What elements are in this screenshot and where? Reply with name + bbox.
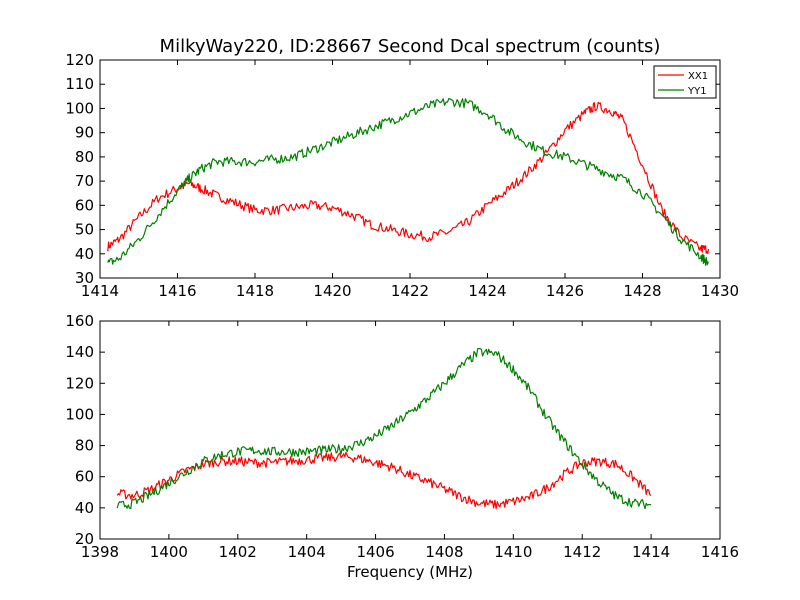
x-tick-label: 1406 — [356, 543, 394, 561]
y-tick-label: 80 — [75, 148, 94, 166]
y-tick-label: 60 — [75, 468, 94, 486]
y-tick-label: 20 — [75, 530, 94, 548]
legend-label: YY1 — [687, 86, 707, 97]
y-tick-label: 50 — [75, 221, 94, 239]
x-tick-label: 1414 — [632, 543, 670, 561]
x-tick-label: 1398 — [81, 543, 119, 561]
y-tick-label: 30 — [75, 269, 94, 287]
series-line-1 — [116, 347, 652, 510]
y-tick-label: 100 — [65, 405, 94, 423]
plot-frame — [99, 320, 721, 540]
x-tick-label: 1404 — [288, 543, 326, 561]
top-panel: 1414 1416 1418 1420 1422 1424 1426 1428 1430 30 40… — [65, 51, 739, 300]
xx1-series-line — [107, 101, 709, 255]
x-tick-label: 1428 — [623, 282, 661, 300]
plot-frame — [99, 59, 721, 279]
x-tick-label: 1412 — [563, 543, 601, 561]
y-tick-label: 60 — [75, 196, 94, 214]
x-tick-label: 1418 — [236, 282, 274, 300]
yy1-series-line — [107, 97, 709, 266]
y-tick-label: 70 — [75, 172, 94, 190]
series-group — [107, 97, 709, 266]
x-tick-label: 1408 — [425, 543, 463, 561]
y-tick-label: 120 — [65, 51, 94, 69]
figure-title: MilkyWay220, ID:28667 Second Dcal spectr… — [160, 36, 661, 57]
x-tick-label: 1410 — [494, 543, 532, 561]
y-tick-label: 80 — [75, 437, 94, 455]
x-tick-label: 1400 — [150, 543, 188, 561]
y-tick-label: 100 — [65, 99, 94, 117]
y-tick-label: 160 — [65, 312, 94, 330]
x-tick-label: 1422 — [391, 282, 429, 300]
series-group — [116, 347, 652, 510]
y-tick-label: 140 — [65, 343, 94, 361]
legend-box — [653, 65, 717, 99]
y-tick-label: 120 — [65, 374, 94, 392]
x-tick-label: 1416 — [701, 543, 739, 561]
y-tick-label: 110 — [65, 75, 94, 93]
bottom-x-axis-label: Frequency (MHz) — [347, 563, 473, 581]
x-tick-label: 1416 — [158, 282, 196, 300]
x-tick-label: 1424 — [468, 282, 506, 300]
series-line-0 — [116, 451, 652, 510]
y-tick-label: 40 — [75, 245, 94, 263]
x-tick-label: 1426 — [546, 282, 584, 300]
legend-label: XX1 — [688, 71, 708, 82]
x-tick-label: 1430 — [701, 282, 739, 300]
bottom-panel: 1398 1400 1402 1404 1406 1408 1410 1412 1414 1416… — [65, 312, 739, 561]
x-tick-label: 1414 — [81, 282, 119, 300]
y-tick-label: 40 — [75, 499, 94, 517]
x-tick-label: 1402 — [219, 543, 257, 561]
y-tick-label: 90 — [75, 124, 94, 142]
x-tick-label: 1420 — [313, 282, 351, 300]
